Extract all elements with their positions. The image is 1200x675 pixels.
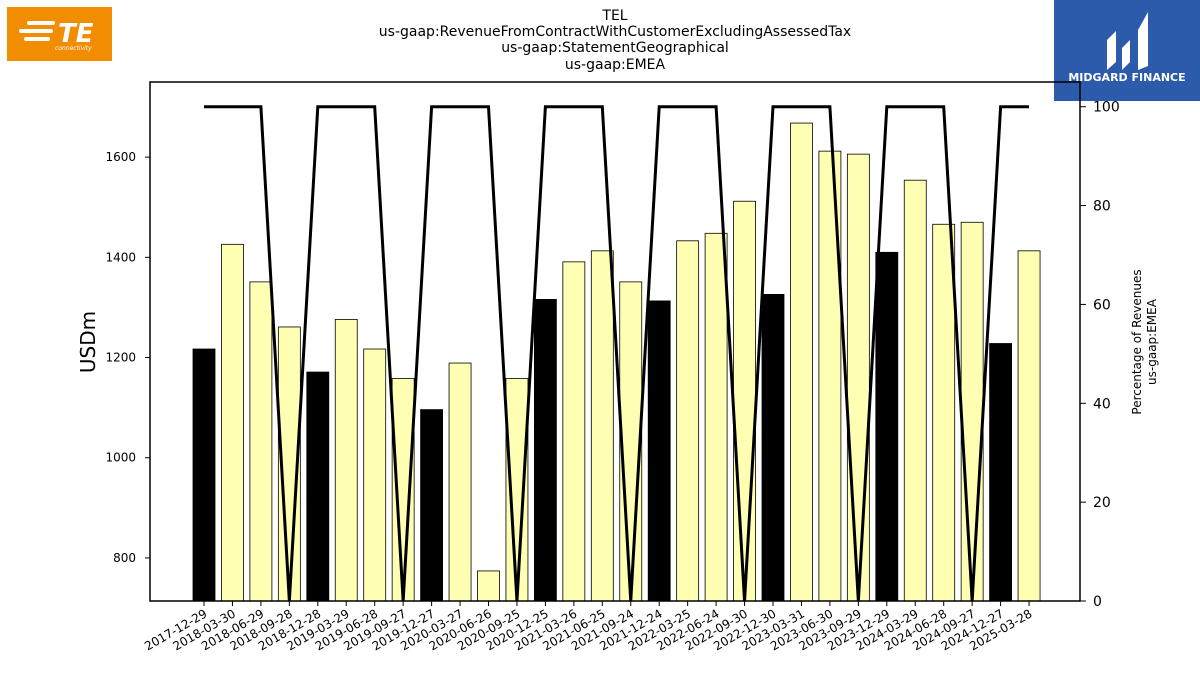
bar-2018-03-30 — [221, 243, 244, 602]
bar-2018-06-29 — [249, 281, 273, 602]
logo-stripe-3 — [24, 37, 50, 41]
y2-axis-label-line-2: us-gaap:EMEA — [1145, 298, 1159, 385]
logo-left-bg — [7, 7, 112, 61]
y2-axis-label-line-1: Percentage of Revenues — [1130, 269, 1144, 414]
title-line-1: TEL — [601, 8, 627, 24]
logo-m-middle — [1122, 40, 1130, 70]
plot-frame — [149, 81, 1081, 602]
y2-tick-label-20: 20 — [1093, 495, 1111, 511]
y2-axis-label: Percentage of Revenues us-gaap:EMEA — [1130, 269, 1159, 414]
logo-stripe-1 — [27, 21, 55, 25]
bar-2019-12-27 — [420, 409, 444, 602]
y-axis-right: 0 20 40 60 80 100 — [1080, 100, 1120, 610]
y2-tick-label-0: 0 — [1093, 594, 1102, 610]
bar-2023-03-31 — [790, 122, 813, 602]
bar-2019-03-29 — [334, 319, 358, 602]
te-connectivity-logo: TE connectivity — [7, 7, 112, 61]
y-tick-label-1400: 1400 — [105, 250, 136, 264]
title-line-4: us-gaap:EMEA — [565, 57, 666, 73]
bar-2021-06-25 — [590, 250, 614, 602]
title-line-3: us-gaap:StatementGeographical — [501, 40, 729, 56]
midgard-finance-logo: MIDGARD FINANCE — [1054, 0, 1200, 101]
y-tick-label-1200: 1200 — [105, 351, 136, 365]
bar-2022-09-30 — [733, 200, 756, 602]
bar-2023-12-29 — [875, 251, 899, 602]
y-axis-left: 800 1000 1200 1400 1600 — [105, 150, 150, 565]
bar-2021-03-26 — [562, 261, 586, 602]
bar-2022-12-30 — [761, 294, 785, 602]
y2-tick-label-60: 60 — [1093, 297, 1111, 313]
logo-m-left — [1107, 31, 1116, 70]
bar-2024-03-29 — [903, 179, 927, 602]
logo-m-right — [1138, 12, 1148, 70]
bar-2020-12-25 — [534, 299, 557, 602]
y-axis-label: USDm — [76, 311, 100, 373]
logo-stripe-2 — [19, 29, 53, 33]
y2-tick-label-100: 100 — [1093, 100, 1120, 116]
logo-right-text: MIDGARD FINANCE — [1068, 71, 1185, 84]
bar-2024-06-28 — [932, 223, 956, 602]
bar-2021-12-24 — [647, 300, 671, 602]
bar-2024-09-27 — [960, 221, 984, 602]
x-axis: 2017-12-292018-03-302018-06-292018-09-28… — [142, 601, 1035, 653]
title-line-2: us-gaap:RevenueFromContractWithCustomerE… — [379, 24, 851, 40]
bar-2024-12-27 — [989, 343, 1012, 602]
y-tick-label-1000: 1000 — [105, 451, 136, 465]
logo-left-subtext: connectivity — [55, 45, 92, 52]
bar-2018-12-28 — [306, 371, 330, 602]
bar-2017-12-29 — [192, 348, 216, 602]
bar-2019-06-28 — [363, 348, 387, 602]
bar-2022-03-25 — [676, 240, 700, 602]
y-tick-label-800: 800 — [113, 551, 136, 565]
percentage-line — [204, 105, 1030, 602]
logo-left-text: TE — [58, 19, 94, 49]
chart-title: TEL us-gaap:RevenueFromContractWithCusto… — [379, 8, 851, 73]
bar-2022-06-24 — [704, 232, 728, 602]
y2-tick-label-40: 40 — [1093, 396, 1111, 412]
bar-2020-03-27 — [448, 362, 472, 602]
bar-2020-06-26 — [477, 570, 500, 602]
y-tick-label-1600: 1600 — [105, 150, 136, 164]
percentage-line-path — [204, 105, 1030, 602]
y2-tick-label-80: 80 — [1093, 199, 1111, 215]
bar-2025-03-28 — [1017, 250, 1041, 602]
bar-2023-09-29 — [846, 153, 870, 602]
